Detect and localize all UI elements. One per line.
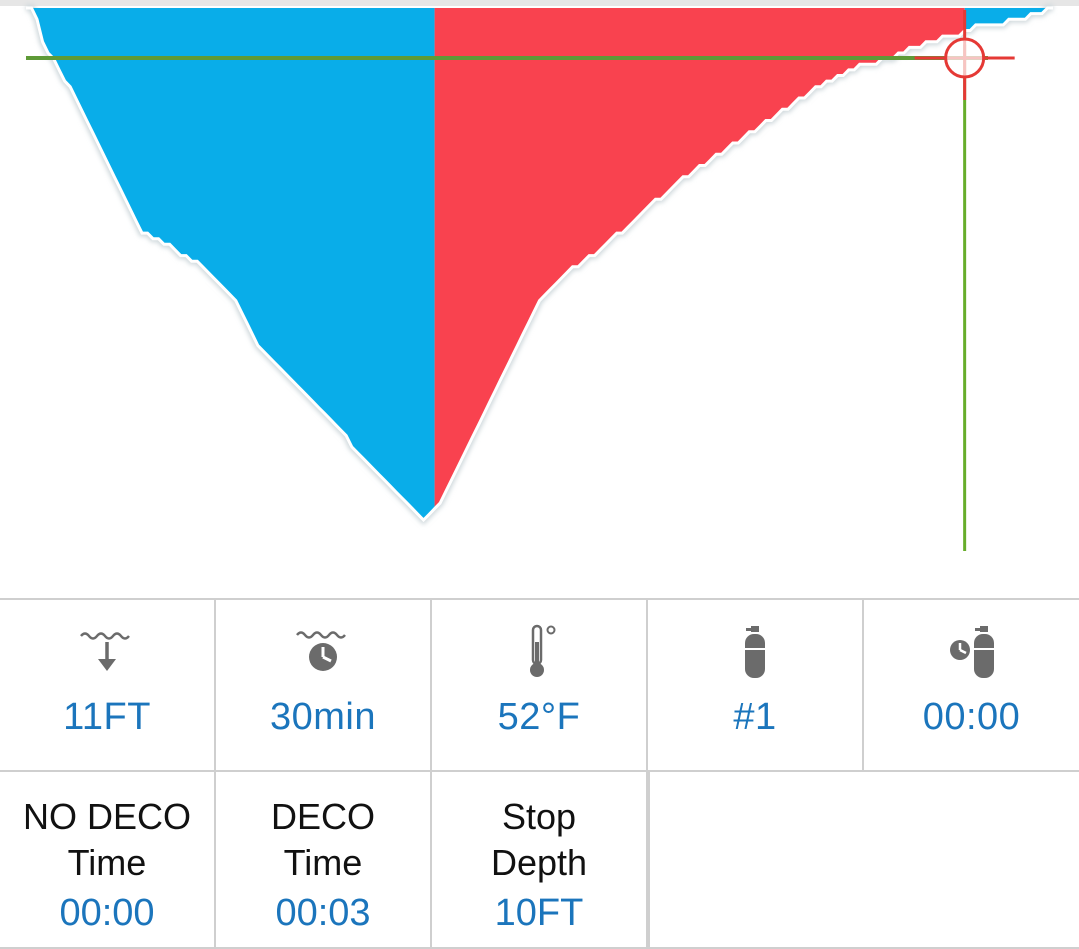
dive-profile-chart[interactable] bbox=[0, 0, 1079, 600]
dive-time-icon bbox=[216, 624, 430, 680]
tank-timer-icon bbox=[864, 624, 1079, 680]
empty-cell bbox=[650, 772, 1079, 949]
deco-label-line1: DECO bbox=[270, 796, 375, 837]
tank-value: #1 bbox=[733, 696, 777, 738]
depth-icon bbox=[0, 624, 214, 680]
stat-dive-time: 30min bbox=[216, 598, 432, 772]
stat-stop-depth: Stop Depth 10FT bbox=[432, 772, 650, 949]
tank-time-value: 00:00 bbox=[922, 696, 1021, 738]
dive-stats-grid: 11FT 30min 52°F bbox=[0, 598, 1079, 949]
ascent-area bbox=[434, 8, 965, 509]
dive-time-value: 30min bbox=[270, 696, 376, 738]
stat-tank-time: 00:00 bbox=[864, 598, 1079, 772]
stat-temperature: 52°F bbox=[432, 598, 648, 772]
top-edge bbox=[0, 0, 1079, 6]
depth-value: 11FT bbox=[63, 696, 151, 738]
no-deco-label-line1: NO DECO bbox=[22, 796, 191, 837]
deco-value: 00:03 bbox=[275, 892, 371, 934]
deco-label-line2: Time bbox=[283, 842, 363, 883]
stop-label-line1: Stop bbox=[501, 796, 577, 837]
tank-icon bbox=[648, 624, 862, 680]
stop-depth-value: 10FT bbox=[494, 892, 584, 934]
descent-area bbox=[26, 8, 435, 520]
thermometer-icon bbox=[432, 624, 646, 680]
no-deco-value: 00:00 bbox=[59, 892, 155, 934]
stat-deco-time: DECO Time 00:03 bbox=[216, 772, 432, 949]
stat-depth: 11FT bbox=[0, 598, 216, 772]
stat-tank: #1 bbox=[648, 598, 864, 772]
stop-label-line2: Depth bbox=[490, 842, 588, 883]
stat-no-deco-time: NO DECO Time 00:00 bbox=[0, 772, 216, 949]
cursor-handle[interactable] bbox=[944, 37, 986, 79]
temperature-value: 52°F bbox=[497, 696, 581, 738]
no-deco-label-line2: Time bbox=[67, 842, 147, 883]
